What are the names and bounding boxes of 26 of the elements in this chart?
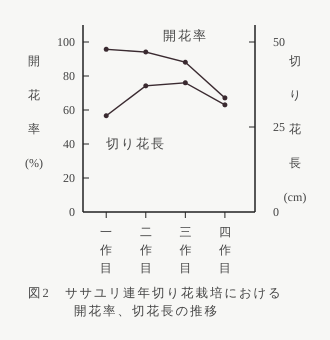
y-tick-label: 100 (57, 35, 75, 49)
point (143, 50, 148, 55)
point (182, 80, 188, 86)
series-label: 切り花長 (106, 136, 166, 151)
y-tick-label: 20 (63, 171, 75, 185)
text: 図2 ササユリ連年切り花栽培における開花率、切花長の推移 (28, 286, 282, 318)
y-tick-label: 80 (63, 69, 75, 83)
point (222, 102, 228, 108)
x-tick-label: 三作目 (178, 225, 192, 275)
series-label: 開花率 (162, 28, 208, 44)
y2-tick-label: 25 (273, 120, 285, 134)
text: 開花率(%) (25, 54, 43, 170)
point (222, 95, 228, 100)
y2-tick-label: 50 (273, 35, 285, 49)
x-tick-label: 一作目 (99, 225, 112, 275)
y-tick-label: 0 (69, 205, 75, 219)
x-tick-label: 四作目 (218, 225, 231, 275)
y-tick-label: 60 (63, 103, 75, 117)
y-tick-label: 40 (63, 137, 75, 151)
point (104, 113, 109, 118)
point (104, 46, 109, 52)
point (182, 60, 188, 65)
y2-tick-label: 0 (273, 205, 279, 219)
point (143, 83, 148, 88)
x-tick-label: 二作目 (138, 225, 152, 275)
text: 切り花長(cm) (284, 54, 306, 204)
